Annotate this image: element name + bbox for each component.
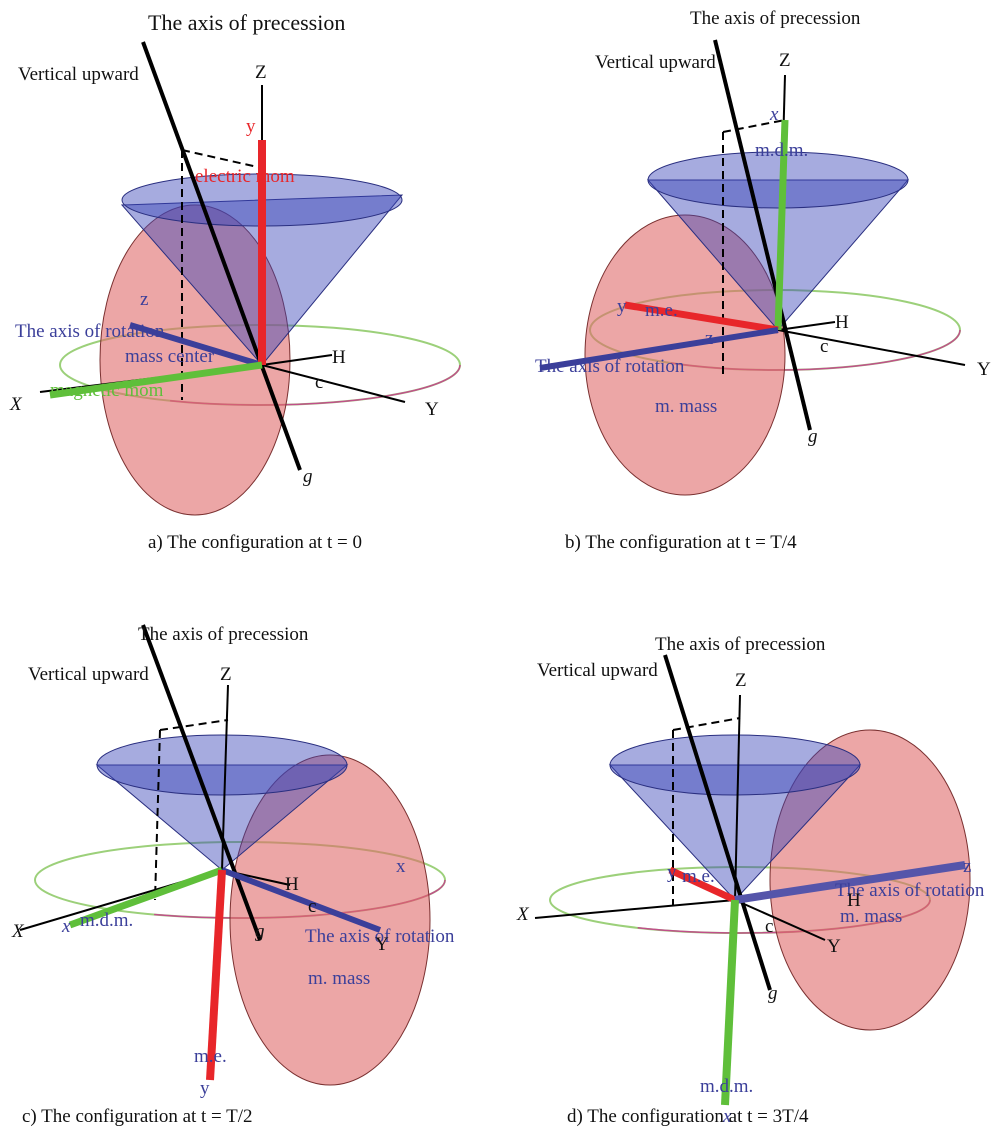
label: c: [315, 372, 323, 393]
label: z: [705, 328, 713, 349]
panel-c: The axis of precession Vertical upward Z…: [11, 624, 455, 1127]
label: c: [765, 916, 773, 937]
panel-b: The axis of precession Vertical upward Z…: [535, 8, 991, 553]
label: c: [820, 336, 828, 357]
label: H: [285, 874, 299, 895]
label: H: [332, 347, 346, 368]
panel-a: The axis of precession Vertical upward Z…: [9, 10, 460, 553]
label: The axis of precession: [148, 10, 345, 35]
label: Z: [255, 62, 267, 83]
label: g: [303, 466, 313, 487]
label: Y: [827, 936, 841, 957]
label: Y: [425, 399, 439, 420]
dashed: [160, 720, 228, 730]
label: Z: [220, 664, 232, 685]
label: magnetic mom: [50, 380, 164, 401]
label: The axis of precession: [690, 8, 861, 29]
label: Vertical upward: [18, 64, 139, 85]
label: y: [667, 862, 677, 883]
label: Z: [735, 670, 747, 691]
caption: c) The configuration at t = T/2: [22, 1106, 253, 1127]
label: z: [963, 856, 971, 877]
label: X: [11, 921, 25, 942]
cone-top: [97, 735, 347, 795]
label: m.d.m.: [700, 1076, 753, 1097]
label: m.d.m.: [755, 140, 808, 161]
label: y: [617, 296, 627, 317]
label: x: [769, 104, 779, 125]
label: z: [140, 289, 148, 310]
label: m.d.m.: [80, 910, 133, 931]
label: Vertical upward: [595, 52, 716, 73]
label: The axis of rotation: [535, 356, 685, 377]
label: g: [768, 983, 778, 1004]
label: Vertical upward: [537, 660, 658, 681]
x-axis: [535, 900, 735, 918]
label: Vertical upward: [28, 664, 149, 685]
label: X: [516, 904, 530, 925]
panel-d: The axis of precession Vertical upward Z…: [516, 634, 985, 1127]
figure: The axis of precession Vertical upward Z…: [0, 0, 995, 1138]
label: m. mass: [308, 968, 370, 989]
label: Y: [977, 359, 991, 380]
label: x: [396, 856, 406, 877]
label: The axis of precession: [655, 634, 826, 655]
y-axis: [778, 330, 965, 365]
label: The axis of rotation: [15, 321, 165, 342]
label: c: [308, 896, 316, 917]
mdm-vector: [725, 900, 735, 1105]
label: mass center: [125, 346, 215, 367]
label: The axis of precession: [138, 624, 309, 645]
dashed: [673, 718, 740, 730]
label: g: [255, 921, 265, 942]
label: x: [61, 916, 71, 937]
label: Y: [375, 934, 389, 955]
caption: b) The configuration at t = T/4: [565, 532, 797, 553]
caption: d) The configuration at t = 3T/4: [567, 1106, 809, 1127]
caption: a) The configuration at t = 0: [148, 532, 362, 553]
label: y: [246, 116, 256, 137]
label: m.e.: [682, 866, 715, 887]
label: H: [835, 312, 849, 333]
label: y: [200, 1078, 210, 1099]
label: m.e.: [194, 1046, 227, 1067]
label: g: [808, 426, 818, 447]
label: X: [9, 394, 23, 415]
cone-top: [610, 735, 860, 795]
label: Z: [779, 50, 791, 71]
label: m. mass: [840, 906, 902, 927]
label: electric mom: [195, 166, 295, 187]
label: m.e.: [645, 300, 678, 321]
label: m. mass: [655, 396, 717, 417]
